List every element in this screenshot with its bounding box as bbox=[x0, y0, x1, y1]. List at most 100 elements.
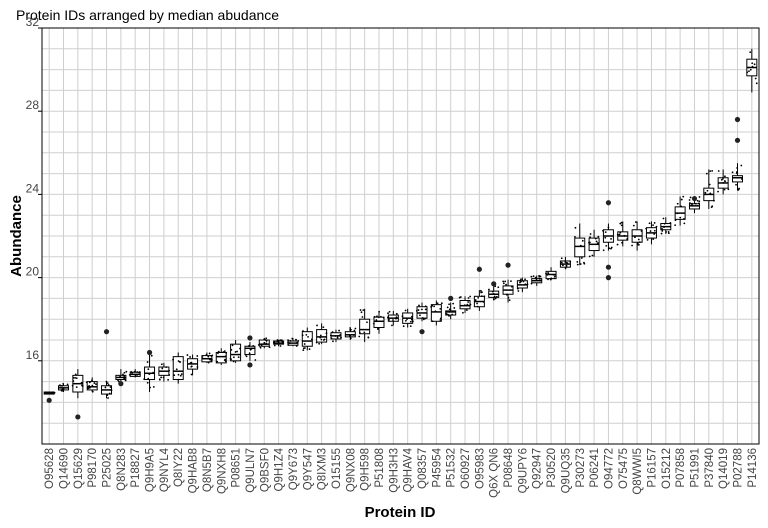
box-group bbox=[488, 281, 500, 301]
x-tick-label: P30273 bbox=[575, 448, 587, 488]
sample-point bbox=[62, 387, 65, 390]
sample-point bbox=[708, 183, 711, 186]
sample-point bbox=[741, 178, 743, 181]
sample-point bbox=[229, 357, 232, 360]
sample-point bbox=[287, 344, 290, 346]
sample-point bbox=[224, 355, 227, 358]
sample-point bbox=[301, 334, 304, 337]
sample-point bbox=[688, 202, 691, 204]
sample-point bbox=[631, 244, 633, 247]
box-iqr bbox=[731, 175, 743, 183]
x-tick-label: Q8IXM3 bbox=[317, 448, 329, 490]
sample-point bbox=[682, 195, 685, 198]
sample-point bbox=[477, 296, 480, 299]
sample-point bbox=[123, 377, 126, 380]
x-tick-label: O94772 bbox=[603, 448, 615, 489]
box-group bbox=[674, 195, 686, 227]
box-group bbox=[186, 354, 199, 376]
outlier-point bbox=[605, 200, 612, 206]
sample-point bbox=[417, 309, 420, 311]
x-tick-label: P51991 bbox=[689, 448, 701, 488]
sample-point bbox=[534, 276, 537, 279]
x-tick-label: Q15629 bbox=[73, 448, 85, 489]
sample-point bbox=[602, 249, 605, 252]
sample-point bbox=[652, 224, 654, 226]
sample-point bbox=[280, 339, 283, 342]
sample-point bbox=[254, 359, 257, 361]
sample-point bbox=[565, 261, 568, 264]
sample-point bbox=[649, 230, 652, 232]
sample-point bbox=[594, 237, 597, 240]
sample-point bbox=[119, 375, 122, 378]
sample-point bbox=[604, 231, 607, 234]
sample-point bbox=[411, 315, 413, 318]
sample-point bbox=[178, 360, 181, 363]
sample-point bbox=[462, 311, 464, 314]
box-group bbox=[315, 323, 328, 345]
sample-point bbox=[302, 349, 305, 351]
sample-point bbox=[190, 365, 193, 368]
sample-point bbox=[205, 353, 208, 356]
sample-point bbox=[459, 296, 462, 298]
sample-point bbox=[421, 308, 423, 311]
sample-point bbox=[160, 363, 163, 366]
x-tick-label: O15212 bbox=[661, 448, 673, 489]
sample-point bbox=[51, 392, 54, 395]
sample-point bbox=[553, 275, 556, 278]
sample-point bbox=[322, 326, 325, 329]
box-group bbox=[172, 352, 184, 384]
sample-point bbox=[535, 278, 538, 281]
sample-point bbox=[237, 356, 240, 359]
sample-point bbox=[180, 373, 183, 376]
sample-point bbox=[61, 385, 63, 387]
plot-frame bbox=[41, 27, 760, 445]
sample-point bbox=[648, 222, 651, 225]
sample-point bbox=[244, 353, 247, 356]
sample-point bbox=[709, 170, 712, 173]
box-group bbox=[458, 295, 472, 314]
sample-point bbox=[488, 288, 490, 291]
sample-point bbox=[591, 254, 594, 257]
sample-point bbox=[467, 301, 470, 303]
sample-point bbox=[580, 257, 583, 259]
y-tick-label: 32 bbox=[26, 15, 40, 29]
outlier-point bbox=[476, 266, 482, 272]
sample-point bbox=[128, 373, 131, 376]
sample-point bbox=[91, 384, 94, 387]
sample-point bbox=[123, 371, 126, 374]
sample-point bbox=[526, 283, 529, 286]
sample-point bbox=[253, 347, 256, 350]
sample-point bbox=[279, 345, 282, 347]
sample-point bbox=[467, 297, 470, 299]
sample-point bbox=[161, 367, 164, 370]
outlier-point bbox=[75, 414, 81, 420]
sample-point bbox=[354, 327, 357, 330]
sample-point bbox=[340, 336, 342, 339]
x-tick-label: P25025 bbox=[102, 448, 114, 488]
sample-point bbox=[446, 306, 449, 309]
y-tick-label: 24 bbox=[26, 181, 40, 195]
box-group bbox=[358, 308, 371, 343]
box-group bbox=[731, 116, 743, 191]
sample-point bbox=[363, 331, 366, 334]
sample-point bbox=[422, 318, 425, 321]
sample-point bbox=[618, 233, 621, 236]
sample-point bbox=[106, 382, 109, 385]
box-group bbox=[372, 310, 385, 334]
x-tick-label: P08648 bbox=[503, 448, 515, 488]
sample-point bbox=[150, 354, 153, 357]
x-tick-label: P51808 bbox=[374, 448, 386, 488]
box-iqr bbox=[373, 316, 385, 329]
box-group bbox=[158, 362, 171, 382]
sample-point bbox=[562, 264, 564, 267]
sample-point bbox=[552, 273, 555, 276]
box-group bbox=[516, 277, 529, 293]
sample-point bbox=[353, 329, 356, 332]
sample-point bbox=[447, 313, 449, 316]
box-group bbox=[502, 262, 514, 303]
sample-point bbox=[466, 303, 469, 306]
sample-point bbox=[608, 247, 611, 250]
sample-point bbox=[307, 335, 309, 338]
sample-point bbox=[491, 293, 494, 295]
sample-point bbox=[506, 293, 509, 296]
